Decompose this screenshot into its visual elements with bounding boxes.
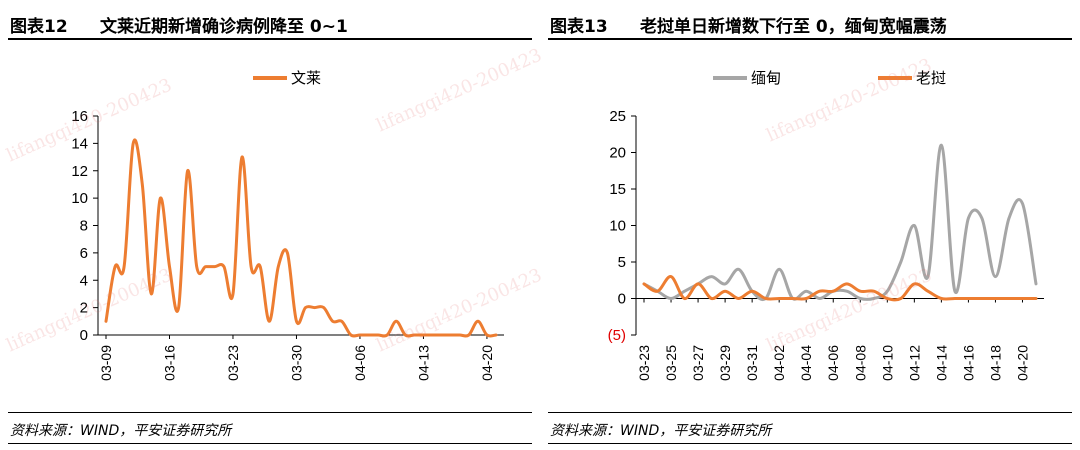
y-tick-label: 5 — [618, 254, 626, 271]
x-tick-label: 04-06 — [352, 345, 368, 381]
series-line — [642, 143, 1038, 302]
x-tick-label: 03-29 — [717, 345, 733, 381]
x-tick-label: 04-04 — [798, 345, 814, 381]
legend-label: 老挝 — [916, 69, 946, 87]
x-tick-label: 04-20 — [479, 345, 495, 381]
y-tick-label: 0 — [618, 291, 626, 308]
brunei-cases-line-chart: 0 2 4 6 8 10 12 14 16 03-09 03-16 03-23 03-30 04-06 04… — [71, 69, 504, 381]
panel-footer: 资料来源：WIND，平安证券研究所 — [548, 412, 1072, 444]
figure-number: 图表13 — [550, 17, 608, 37]
chart-panel-left: 图表12 文莱近期新增确诊病例降至 0~1 0 2 4 6 8 10 12 14 16 03-09… — [8, 0, 532, 450]
source-note: 资料来源：WIND，平安证券研究所 — [10, 423, 232, 439]
chart-panel-right: 图表13 老挝单日新增数下行至 0，缅甸宽幅震荡 (5) 0 5 10 15 20 25 03… — [548, 0, 1072, 450]
x-tick-label: 04-18 — [987, 345, 1003, 381]
x-tick-label: 04-14 — [933, 345, 949, 381]
y-tick-label: 16 — [71, 108, 88, 125]
x-tick-label: 04-06 — [825, 345, 841, 381]
y-tick-label: 20 — [609, 145, 626, 162]
x-tick-label: 04-13 — [415, 345, 431, 381]
y-tick-label: 14 — [71, 135, 88, 152]
x-tick-label: 03-23 — [225, 345, 241, 381]
figure-title: 老挝单日新增数下行至 0，缅甸宽幅震荡 — [640, 17, 947, 37]
y-tick-label: 0 — [80, 327, 88, 344]
x-tick-label: 04-08 — [852, 345, 868, 381]
x-tick-label: 04-12 — [906, 345, 922, 381]
series-line — [104, 138, 498, 338]
x-tick-label: 03-25 — [663, 345, 679, 381]
y-tick-label: 4 — [80, 272, 88, 289]
panel-header: 图表13 老挝单日新增数下行至 0，缅甸宽幅震荡 — [548, 4, 1072, 40]
series-line — [642, 275, 1038, 302]
y-tick-label: 25 — [609, 108, 626, 125]
x-tick-label: 03-09 — [98, 345, 114, 381]
x-tick-label: 03-16 — [162, 345, 178, 381]
x-tick-label: 04-02 — [771, 345, 787, 381]
y-tick-label: 6 — [80, 245, 88, 262]
x-tick-label: 04-20 — [1015, 345, 1031, 381]
figure-title: 文莱近期新增确诊病例降至 0~1 — [100, 17, 348, 37]
x-tick-label: 03-30 — [289, 345, 305, 381]
y-tick-label: (5) — [608, 327, 626, 344]
legend-label: 文莱 — [291, 69, 321, 87]
y-tick-label: 15 — [609, 181, 626, 198]
x-tick-label: 03-27 — [690, 345, 706, 381]
figure-number: 图表12 — [10, 17, 68, 37]
x-tick-label: 04-16 — [960, 345, 976, 381]
y-tick-label: 8 — [80, 218, 88, 235]
x-tick-label: 04-10 — [879, 345, 895, 381]
y-tick-label: 12 — [71, 163, 88, 180]
panel-footer: 资料来源：WIND，平安证券研究所 — [8, 412, 532, 444]
y-tick-label: 2 — [80, 300, 88, 317]
y-tick-label: 10 — [71, 190, 88, 207]
x-tick-label: 03-23 — [636, 345, 652, 381]
y-tick-label: 10 — [609, 218, 626, 235]
x-tick-label: 03-31 — [744, 345, 760, 381]
laos-myanmar-line-chart: (5) 0 5 10 15 20 25 03-23 03-25 03-27 03-29 03-31 04… — [608, 69, 1044, 381]
legend-label: 缅甸 — [751, 69, 781, 87]
source-note: 资料来源：WIND，平安证券研究所 — [550, 423, 772, 439]
panel-header: 图表12 文莱近期新增确诊病例降至 0~1 — [8, 4, 532, 40]
